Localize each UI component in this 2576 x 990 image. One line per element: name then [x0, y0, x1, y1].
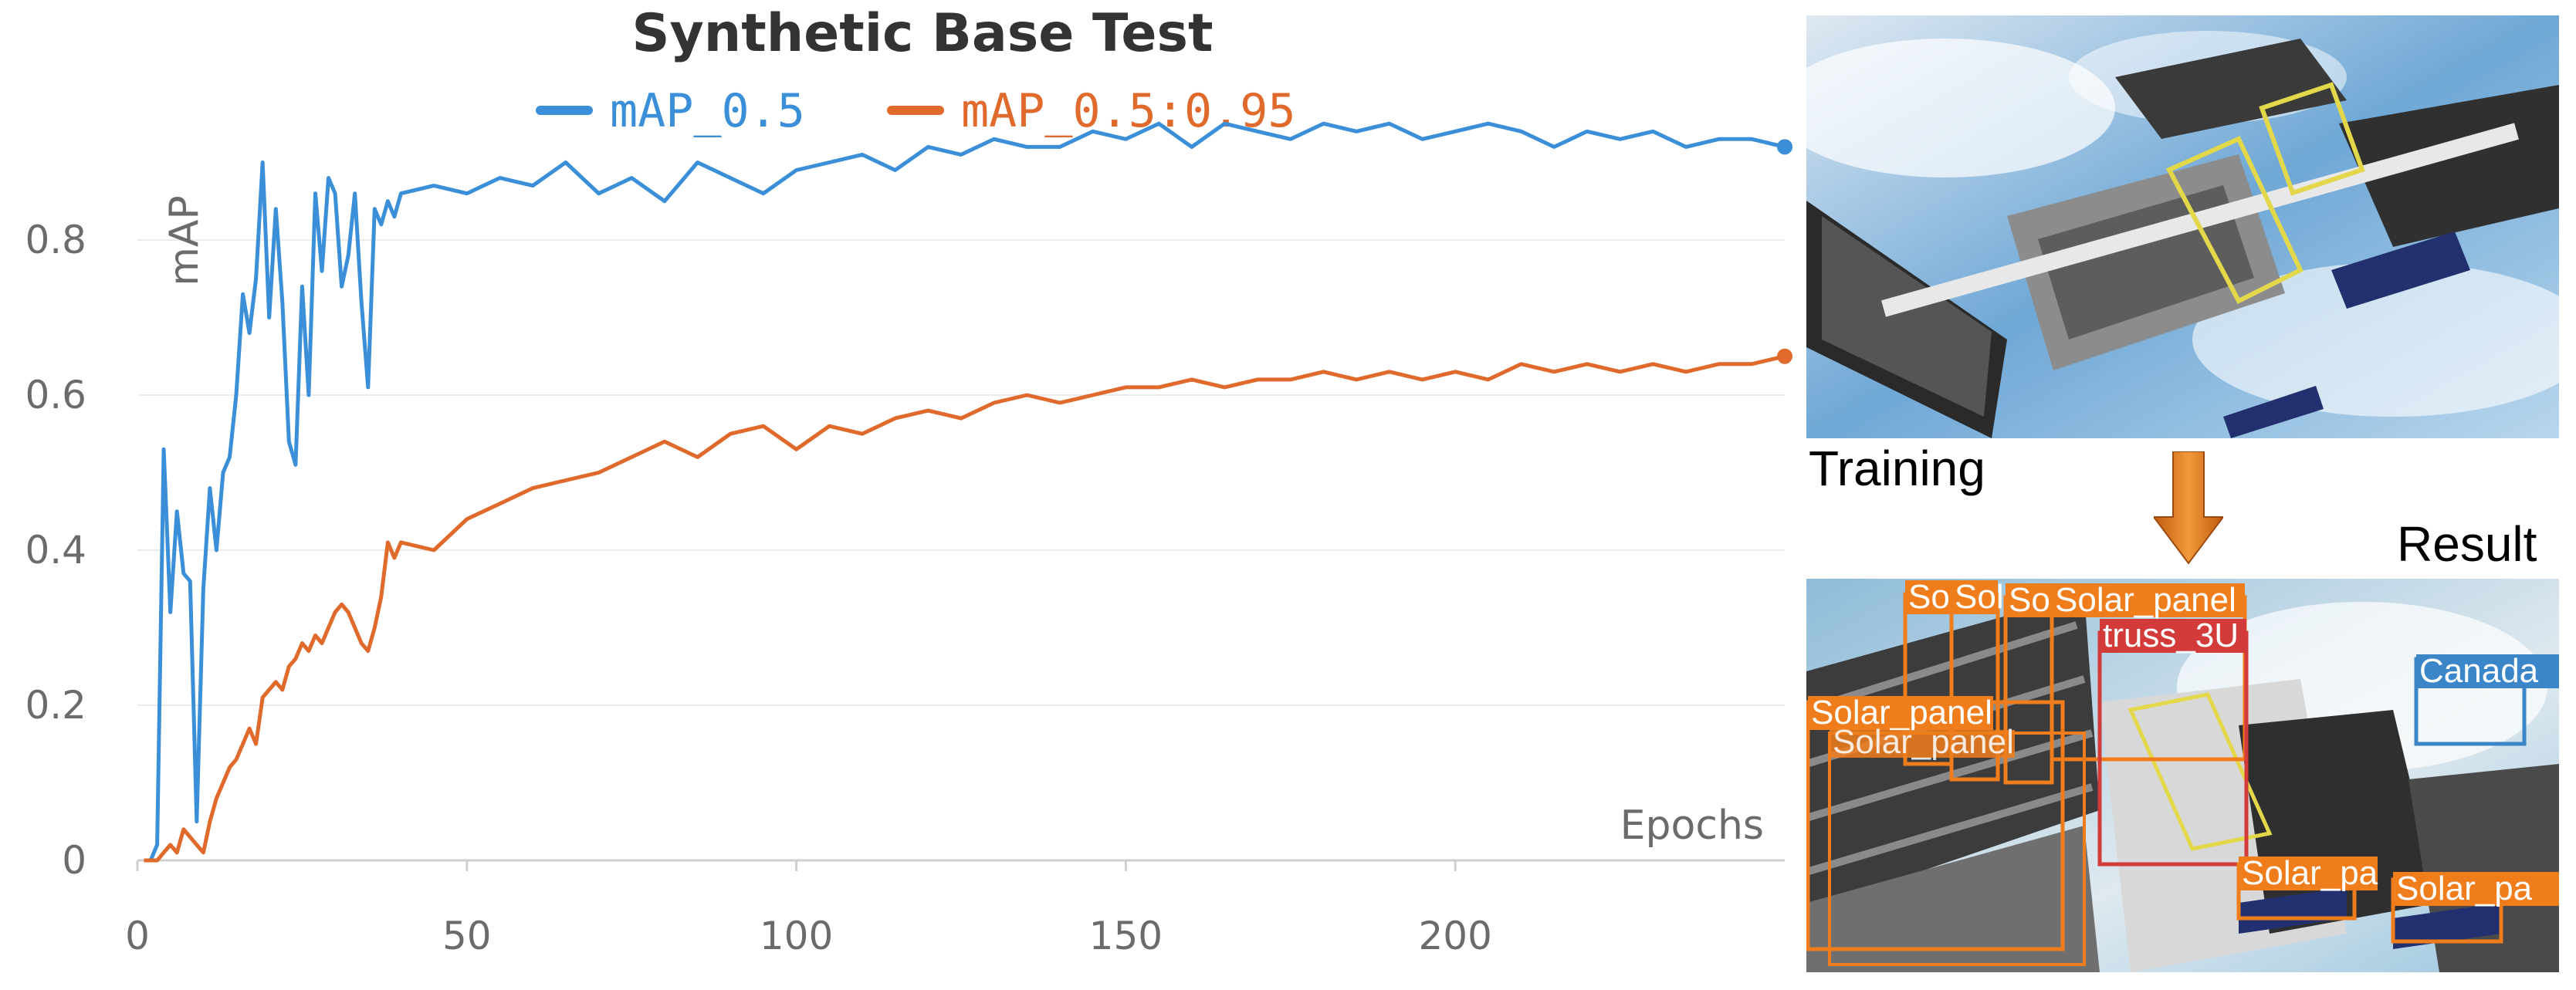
detection-box: Solar_panel — [1806, 694, 2065, 951]
svg-text:Sol: Sol — [1908, 579, 1958, 616]
series-layer — [144, 121, 1792, 863]
x-tick-label: 100 — [760, 914, 833, 958]
y-tick-labels: 0 0.2 0.4 0.6 0.8 — [25, 218, 86, 883]
svg-text:Sol: Sol — [1955, 579, 2004, 616]
legend: mAP_0.5 mAP_0.5:0.95 — [536, 84, 1295, 138]
svg-text:truss_3U: truss_3U — [2103, 617, 2239, 654]
x-tick-label: 50 — [442, 914, 492, 958]
series-endpoint — [1777, 139, 1792, 155]
down-arrow-icon — [2154, 451, 2223, 565]
svg-text:Sol: Sol — [2009, 581, 2058, 619]
y-tick-label: 0.8 — [25, 218, 86, 262]
y-tick-label: 0.6 — [25, 373, 86, 417]
y-tick-label: 0.2 — [25, 683, 86, 728]
detection-box: Solar_pa — [2391, 870, 2559, 944]
svg-text:Solar_panel: Solar_panel — [1811, 694, 1992, 732]
x-axis-label: Epochs — [1620, 802, 1764, 849]
x-tick-label: 0 — [125, 914, 150, 958]
series-line — [144, 121, 1786, 863]
y-axis-label: mAP — [161, 195, 208, 286]
x-tick-labels: 0 50 100 150 200 — [125, 860, 1492, 958]
detection-box: Solar_panel — [2050, 581, 2247, 762]
y-tick-label: 0 — [62, 838, 86, 883]
detection-box: Sol — [1903, 579, 1958, 766]
result-caption: Result — [2397, 516, 2537, 572]
svg-text:Canada: Canada — [2419, 652, 2539, 690]
gridlines — [137, 238, 1785, 862]
x-tick-label: 150 — [1089, 914, 1163, 958]
svg-text:Solar_pa: Solar_pa — [2396, 870, 2533, 907]
svg-text:Solar_panel: Solar_panel — [2055, 581, 2236, 619]
svg-text:Solar_panel: Solar_panel — [1833, 723, 2014, 761]
detection-box: Sol — [2003, 581, 2058, 785]
detection-box: Canada — [2414, 652, 2559, 746]
result-image: Sol Sol Sol Solar_panel truss_3U Canada — [1806, 579, 2559, 972]
chart-title: Synthetic Base Test — [632, 3, 1214, 64]
svg-text:Solar_pa: Solar_pa — [2242, 854, 2378, 892]
line-chart: Synthetic Base Test mAP_0.5 mAP_0.5:0.95 … — [25, 3, 1792, 958]
detection-box: Solar_panel — [1828, 723, 2086, 966]
series-endpoint — [1777, 348, 1792, 364]
training-caption: Training — [1809, 441, 1985, 496]
series-line — [144, 354, 1786, 863]
training-image — [1806, 15, 2559, 438]
y-tick-label: 0.4 — [25, 528, 86, 573]
legend-label: mAP_0.5 — [610, 84, 805, 138]
x-tick-label: 200 — [1418, 914, 1491, 958]
detection-box: truss_3U — [2097, 617, 2249, 867]
detection-box: Solar_pa — [2236, 854, 2378, 921]
detection-box: Sol — [1949, 579, 2004, 782]
